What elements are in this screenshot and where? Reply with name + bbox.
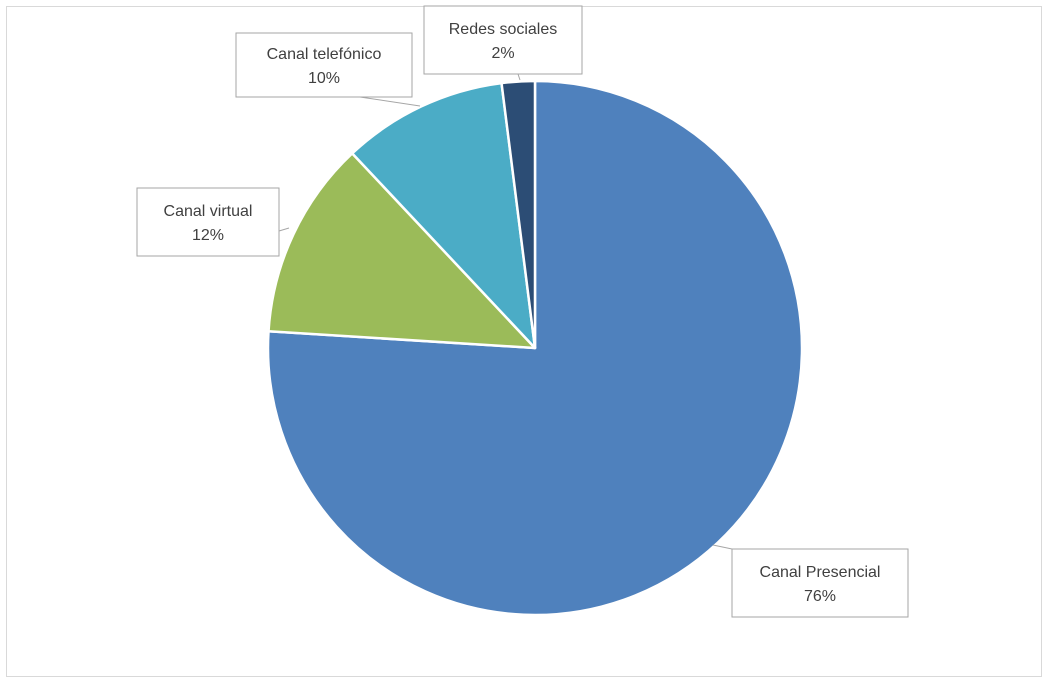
pie-slice-canal-virtual [267,152,537,350]
data-label-box-canal-virtual [136,187,280,257]
pie-slices [266,79,804,617]
leader-line-canal-presencial [712,544,733,550]
data-label-name-canal-telef-nico: Canal telefónico [267,46,382,63]
data-label-pct-canal-telef-nico: 10% [308,70,340,87]
data-label-name-canal-presencial: Canal Presencial [760,564,881,581]
pie-slice-canal-telef-nico [350,81,537,350]
pie-slice-redes-sociales [500,79,537,350]
data-label-name-redes-sociales: Redes sociales [449,21,558,38]
data-label-box-canal-presencial [731,548,909,618]
leader-line-canal-telef-nico [359,96,421,107]
leader-line-canal-virtual [278,227,290,232]
pie-labels: Canal Presencial 76% Canal virtual 12% Canal… [136,5,909,618]
data-label-name-canal-virtual: Canal virtual [164,203,253,220]
data-label-box-redes-sociales [423,5,583,75]
data-label-pct-redes-sociales: 2% [491,45,514,62]
data-label-pct-canal-presencial: 76% [804,588,836,605]
data-label-box-canal-telef-nico [235,32,413,98]
leader-line-redes-sociales [517,73,521,81]
data-label-pct-canal-virtual: 12% [192,227,224,244]
